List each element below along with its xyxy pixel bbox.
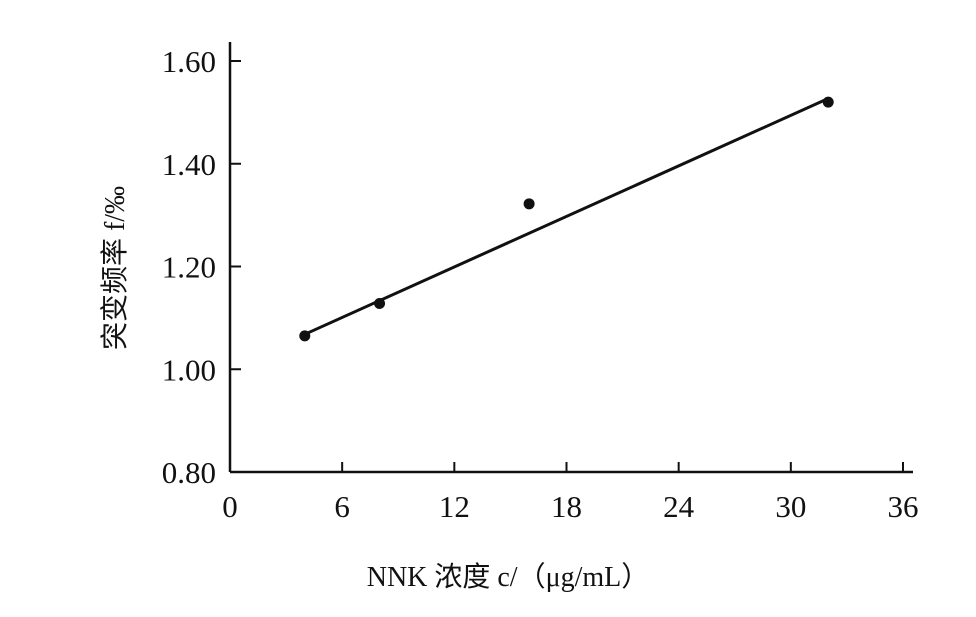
data-point — [523, 198, 535, 210]
x-tick-label: 12 — [439, 489, 470, 524]
x-axis-title: NNK 浓度 c/（μg/mL） — [367, 561, 650, 593]
y-tick-label: 1.40 — [162, 147, 216, 182]
x-tick-label: 30 — [775, 489, 806, 524]
y-axis-title: 突变频率 f/‰ — [99, 186, 131, 350]
data-marks — [299, 96, 834, 342]
y-tick-label: 0.80 — [162, 455, 216, 490]
y-tick-label: 1.00 — [162, 352, 216, 387]
x-tick-label: 6 — [334, 489, 350, 524]
y-tick-label: 1.60 — [162, 44, 216, 79]
data-point — [822, 96, 834, 108]
data-point — [374, 297, 386, 309]
x-tick-label: 0 — [222, 489, 238, 524]
ticks: 0 6 12 18 24 30 36 0.80 1.00 1.20 1.40 1.60 — [162, 44, 919, 524]
x-tick-label: 24 — [663, 489, 695, 524]
trend-line — [304, 97, 829, 336]
axes — [228, 42, 913, 474]
x-tick-label: 18 — [551, 489, 582, 524]
x-tick-label: 36 — [888, 489, 919, 524]
y-tick-label: 1.20 — [162, 250, 216, 285]
data-point — [299, 330, 311, 342]
